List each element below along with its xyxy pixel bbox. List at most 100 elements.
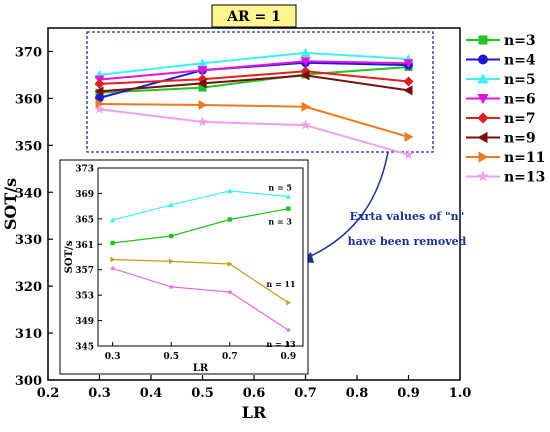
- inset-y-tick-label: 349: [75, 317, 94, 327]
- inset-point-n11: [110, 256, 116, 263]
- inset-series-line-n11: [112, 258, 289, 304]
- legend-label-n3: n=3: [504, 33, 536, 49]
- inset-series-label-n13: n = 13: [266, 339, 296, 349]
- series-line-n11: [99, 103, 409, 138]
- point-n13: [94, 103, 105, 114]
- inset-point-n13: [168, 283, 175, 290]
- inset-point-n13: [109, 265, 116, 271]
- inset-series-line-n13: [112, 267, 289, 331]
- inset-y-tick-label: 353: [75, 292, 94, 302]
- point-n9: [94, 86, 104, 97]
- legend-label-n6: n=6: [504, 92, 536, 108]
- legend-marker-n4: [478, 54, 488, 65]
- inset-y-tick-label: 369: [75, 190, 94, 200]
- series-line-n3: [99, 66, 409, 94]
- legend-label-n13: n=13: [504, 170, 545, 186]
- x-tick-label: 0.6: [243, 386, 266, 401]
- point-n6: [300, 57, 311, 67]
- point-n5: [300, 47, 311, 57]
- inset-point-n13: [226, 288, 233, 295]
- series-line-n5: [99, 51, 409, 76]
- title-box: [211, 4, 297, 28]
- x-tick-label: 0.3: [88, 386, 111, 401]
- legend-label-n9: n=9: [504, 131, 536, 147]
- inset-y-tick-label: 361: [75, 241, 94, 251]
- inset-frame: [97, 167, 304, 347]
- x-tick-label: 0.5: [191, 386, 214, 401]
- inset-point-n11: [227, 261, 233, 267]
- series-line-n6: [99, 60, 409, 81]
- point-n6: [403, 59, 414, 69]
- y-tick-label: 310: [15, 327, 42, 342]
- inset-point-n13: [285, 327, 292, 333]
- inset-x-tick-label: 0.5: [163, 352, 179, 362]
- inset-point-n5: [285, 193, 292, 199]
- annotation-line-2: have been removed: [348, 235, 467, 248]
- legend-marker-n3: [478, 35, 488, 45]
- inset-point-n11: [169, 258, 174, 265]
- inset-series-line-n3: [112, 208, 289, 244]
- inset-series-label-n5: n = 5: [268, 183, 292, 193]
- inset-series-label-n3: n = 3: [268, 217, 292, 227]
- inset-x-tick-label: 0.9: [281, 352, 297, 362]
- point-n7: [94, 78, 105, 89]
- inset-point-n5: [168, 202, 174, 208]
- inset-point-n5: [109, 217, 116, 223]
- inset-point-n3: [227, 217, 232, 222]
- highlight-box: [86, 31, 434, 153]
- x-tick-label: 0.9: [397, 386, 420, 401]
- inset-y-tick-label: 357: [75, 266, 94, 276]
- point-n5: [197, 58, 208, 68]
- y-tick-label: 320: [15, 280, 42, 295]
- inset-y-tick-label: 373: [75, 165, 94, 175]
- point-n13: [300, 119, 311, 130]
- inset-point-n3: [169, 233, 174, 239]
- y-axis-label: SOT/s: [1, 178, 20, 230]
- x-tick-label: 0.8: [346, 386, 369, 401]
- point-n13: [197, 116, 208, 127]
- y-tick-label: 330: [15, 233, 42, 248]
- x-tick-label: 0.2: [37, 386, 60, 401]
- point-n11: [404, 131, 414, 142]
- point-n11: [95, 99, 105, 109]
- series-line-n9: [99, 74, 409, 93]
- inset-series-label-n11: n = 11: [266, 279, 295, 289]
- inset-point-n3: [110, 240, 115, 246]
- legend-marker-n7: [477, 112, 489, 124]
- chart-title: AR = 1: [226, 9, 281, 25]
- y-tick-label: 350: [15, 139, 42, 154]
- legend-marker-n13: [477, 170, 489, 182]
- point-n11: [301, 101, 311, 112]
- point-n9: [300, 70, 310, 81]
- legend-label-n4: n=4: [504, 53, 536, 69]
- point-n3: [198, 83, 207, 92]
- point-n6: [197, 66, 208, 76]
- inset-y-tick-label: 365: [75, 215, 94, 225]
- inset-y-tick-label: 345: [75, 343, 94, 353]
- legend-label-n7: n=7: [504, 111, 536, 127]
- inset-point-n5: [227, 188, 233, 194]
- x-axis-label: LR: [242, 403, 267, 422]
- inset-point-n11: [286, 300, 292, 306]
- point-n13: [403, 149, 414, 160]
- y-tick-label: 340: [15, 186, 42, 201]
- legend-label-n5: n=5: [504, 72, 536, 88]
- annotation-line-1: Exrta values of "n": [350, 210, 465, 223]
- inset-y-axis-label: SOT/s: [64, 240, 75, 273]
- legend-marker-n5: [477, 73, 489, 84]
- y-tick-label: 360: [15, 92, 42, 107]
- annotation-arrow: [301, 151, 389, 261]
- y-tick-label: 370: [15, 45, 42, 60]
- series-line-n7: [99, 70, 409, 85]
- inset-point-n3: [286, 206, 291, 211]
- x-tick-label: 0.4: [140, 386, 163, 401]
- legend-marker-n9: [477, 131, 488, 144]
- series-line-n13: [99, 108, 409, 156]
- x-tick-label: 1.0: [449, 386, 472, 401]
- point-n7: [403, 76, 414, 87]
- legend-marker-n6: [477, 94, 489, 105]
- x-tick-label: 0.7: [294, 386, 317, 401]
- inset-x-axis-label: LR: [193, 363, 209, 374]
- legend-marker-n11: [478, 151, 489, 163]
